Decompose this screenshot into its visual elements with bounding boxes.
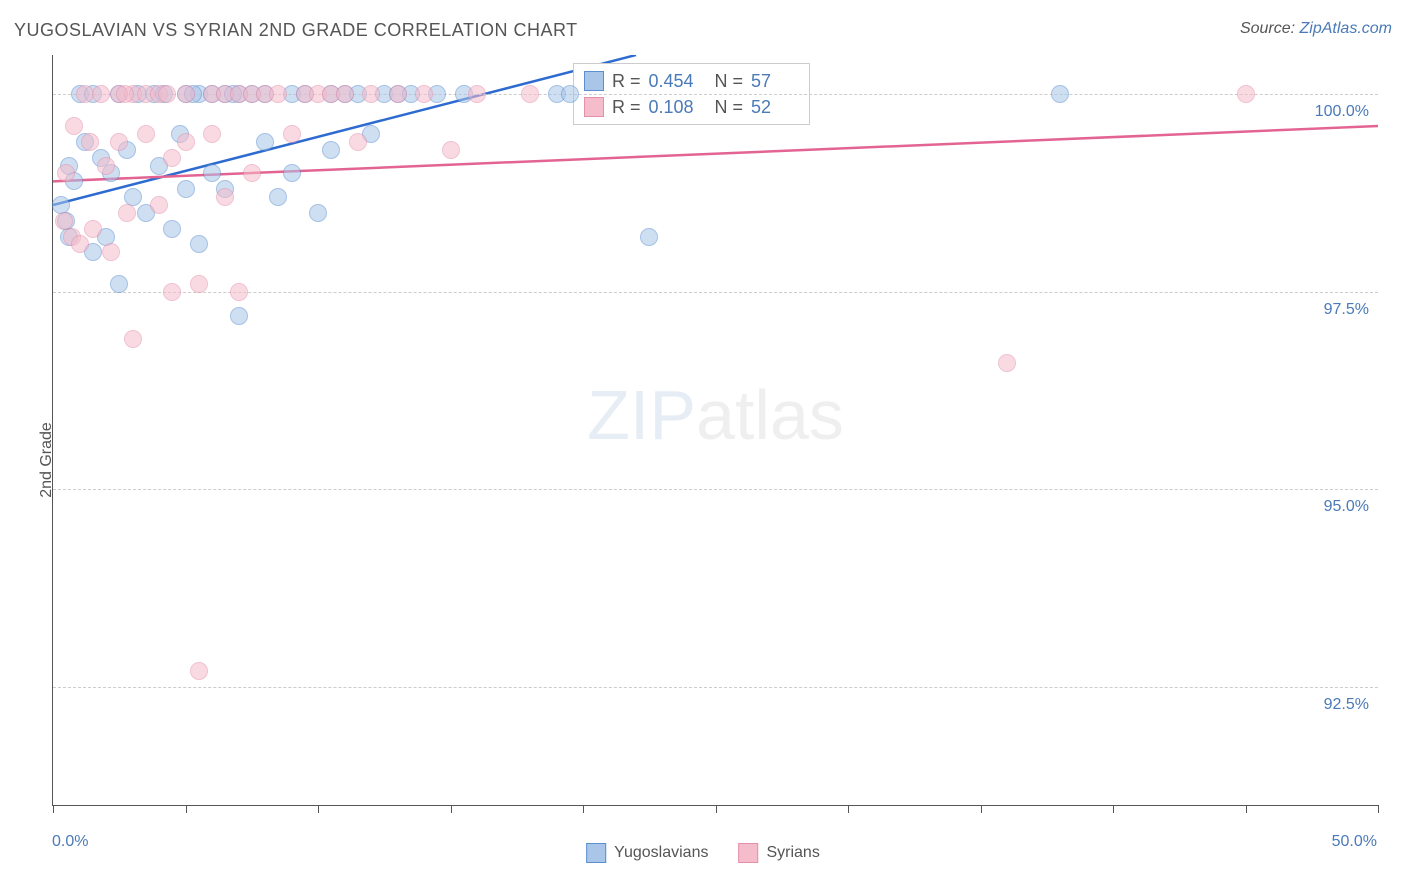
legend-item: Yugoslavians	[586, 843, 708, 863]
x-tick	[1378, 805, 1379, 813]
legend-label: Yugoslavians	[614, 844, 708, 862]
y-tick-labels: 92.5% 95.0% 97.5% 100.0%	[52, 55, 1377, 805]
legend-swatch	[738, 843, 758, 863]
y-tick-label: 100.0%	[1315, 103, 1369, 121]
legend-item: Syrians	[738, 843, 819, 863]
x-tick-labels: 0.0% 50.0%	[52, 805, 1377, 845]
source-attribution: Source: ZipAtlas.com	[1240, 20, 1392, 38]
y-tick-label: 95.0%	[1324, 498, 1369, 516]
x-tick-label: 0.0%	[52, 833, 88, 840]
source-label: Source:	[1240, 20, 1300, 37]
chart-container: 2nd Grade ZIPatlas R = 0.454 N = 57R = 0…	[14, 55, 1392, 865]
y-tick-label: 92.5%	[1324, 696, 1369, 714]
chart-header: YUGOSLAVIAN VS SYRIAN 2ND GRADE CORRELAT…	[14, 20, 1392, 50]
x-tick-label: 50.0%	[1332, 833, 1377, 840]
source-link[interactable]: ZipAtlas.com	[1300, 20, 1392, 37]
legend-swatch	[586, 843, 606, 863]
bottom-legend: Yugoslavians Syrians	[586, 843, 820, 863]
legend-label: Syrians	[766, 844, 819, 862]
y-tick-label: 97.5%	[1324, 301, 1369, 319]
chart-title: YUGOSLAVIAN VS SYRIAN 2ND GRADE CORRELAT…	[14, 20, 578, 40]
